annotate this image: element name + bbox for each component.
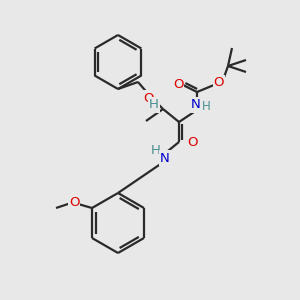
Text: O: O xyxy=(173,77,183,91)
Text: N: N xyxy=(160,152,170,164)
Text: H: H xyxy=(151,145,161,158)
Text: O: O xyxy=(144,92,154,104)
Text: O: O xyxy=(187,136,197,148)
Text: H: H xyxy=(202,100,210,113)
Text: N: N xyxy=(191,98,201,112)
Text: O: O xyxy=(214,76,224,89)
Text: H: H xyxy=(149,98,159,112)
Text: O: O xyxy=(69,196,79,208)
